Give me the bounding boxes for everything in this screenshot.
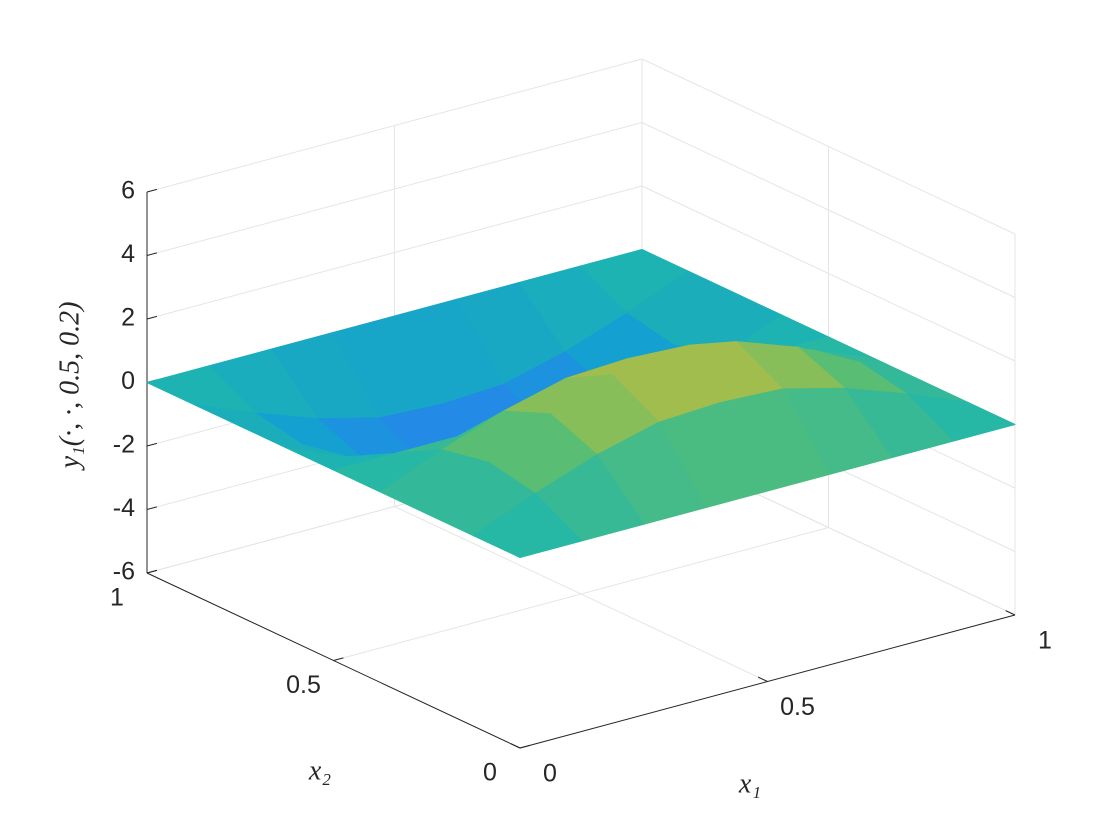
z-tick-label: 6 [121,177,135,205]
y-tick [519,744,531,749]
z-tick [146,188,158,193]
y-tick-label: 0.5 [286,671,321,699]
z-tick [146,506,158,510]
y-tick [146,569,158,574]
z-tick [146,442,158,447]
z-tick-label: -2 [113,431,135,459]
z-tick-label: 2 [121,304,135,332]
z-tick [146,315,158,320]
surface-patch [472,493,583,558]
x-tick-label: 0.5 [780,693,815,721]
x-axis-label: x₁ [738,768,761,799]
z-tick-label: -4 [113,494,135,522]
z-axis-label: y₁(·, ·, 0.5, 0.2) [54,302,85,472]
x-tick [1005,610,1016,616]
grid-line [333,527,829,661]
y-axis-label: x₂ [308,755,331,786]
x-tick-label: 1 [1038,627,1052,655]
x-tick-label: 0 [543,760,557,788]
y-tick-label: 1 [110,584,124,612]
z-tick-label: -6 [113,558,135,586]
x-tick [510,743,521,749]
y-tick [333,657,344,661]
x-tick [757,676,768,682]
z-tick-label: 4 [121,240,135,268]
z-tick-label: 0 [121,367,135,395]
y-tick-label: 0 [483,759,497,787]
z-tick [146,252,158,256]
